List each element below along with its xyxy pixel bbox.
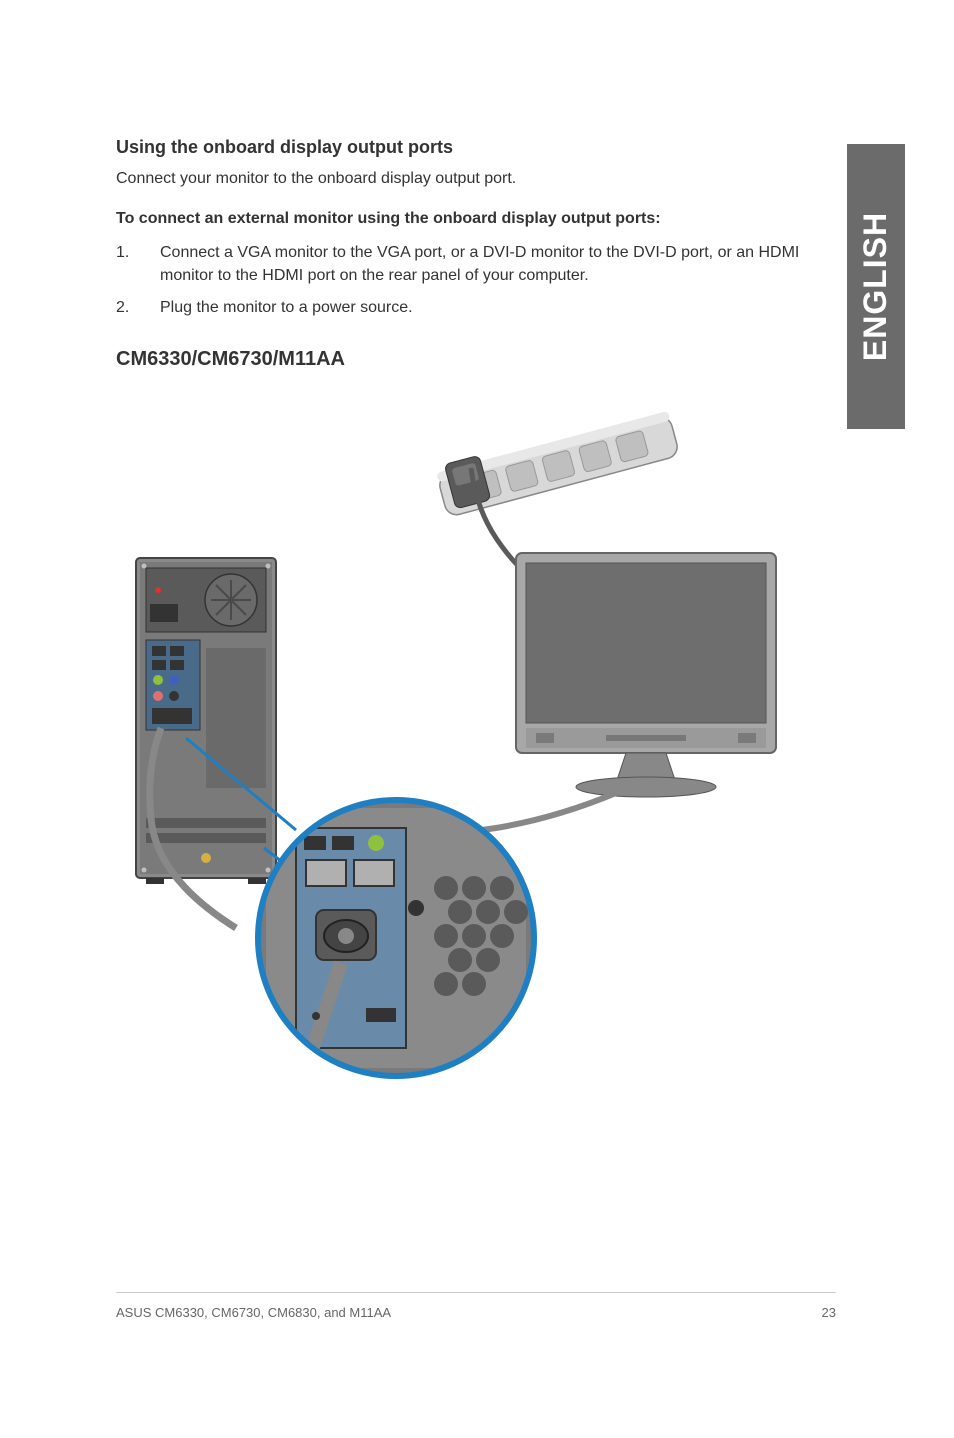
connection-diagram bbox=[116, 398, 836, 1088]
section-heading: Using the onboard display output ports bbox=[116, 137, 836, 158]
footer-left: ASUS CM6330, CM6730, CM6830, and M11AA bbox=[116, 1305, 391, 1320]
step-num: 1. bbox=[116, 242, 160, 287]
language-label: ENGLISH bbox=[858, 212, 895, 361]
content-area: Using the onboard display output ports C… bbox=[116, 137, 836, 391]
page-footer: ASUS CM6330, CM6730, CM6830, and M11AA 2… bbox=[116, 1292, 836, 1320]
model-heading: CM6330/CM6730/M11AA bbox=[116, 348, 836, 371]
procedure-title: To connect an external monitor using the… bbox=[116, 210, 836, 228]
step-2: 2. Plug the monitor to a power source. bbox=[116, 297, 836, 319]
step-num: 2. bbox=[116, 297, 160, 319]
step-1: 1. Connect a VGA monitor to the VGA port… bbox=[116, 242, 836, 287]
language-tab: ENGLISH bbox=[847, 144, 905, 429]
footer-page-number: 23 bbox=[822, 1305, 836, 1320]
step-text: Connect a VGA monitor to the VGA port, o… bbox=[160, 242, 836, 287]
step-text: Plug the monitor to a power source. bbox=[160, 297, 836, 319]
intro-text: Connect your monitor to the onboard disp… bbox=[116, 168, 836, 190]
